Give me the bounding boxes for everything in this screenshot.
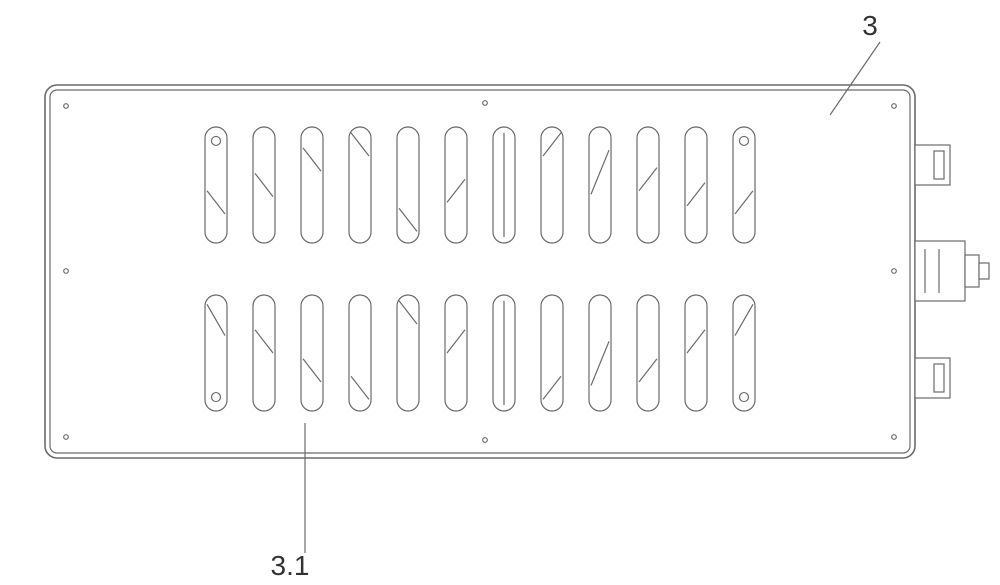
vent-bottom-slot-3-slash-0	[351, 376, 369, 399]
vent-top-slot-11	[733, 127, 755, 243]
vent-top-slot-9-slash-0	[639, 168, 657, 191]
vent-top-slot-0-slash-1	[207, 191, 225, 214]
center-connector-tip	[979, 263, 989, 279]
screw-hole-6	[483, 438, 488, 443]
vent-bottom-slot-3	[349, 295, 371, 411]
vent-bottom-slot-1-slash-0	[255, 330, 273, 353]
vent-bottom-slot-4-slash-0	[399, 301, 417, 324]
label-3: 3	[862, 10, 878, 41]
vent-top-slot-10-slash-0	[687, 183, 705, 206]
label-3.1: 3.1	[271, 550, 310, 581]
diagram-root: 33.1	[0, 0, 1000, 585]
leader-3	[830, 42, 880, 115]
screw-hole-7	[892, 435, 897, 440]
vent-bottom-slot-9	[637, 295, 659, 411]
vent-top-slot-1-slash-0	[255, 173, 273, 196]
side-port-1	[915, 358, 950, 398]
vent-top-slot-8-slash-0	[591, 150, 609, 194]
vent-top-slot-2	[301, 127, 323, 243]
vent-bottom-slot-8	[589, 295, 611, 411]
vent-bottom-slot-11-hub	[740, 393, 749, 402]
vent-bottom-slot-5-slash-0	[447, 330, 465, 353]
vent-top-slot-11-hub	[740, 136, 749, 145]
vent-bottom-slot-1	[253, 295, 275, 411]
enclosure-outer	[45, 85, 915, 458]
vent-bottom-slot-10-slash-0	[687, 330, 705, 353]
screw-hole-1	[483, 101, 488, 106]
screw-hole-5	[64, 435, 69, 440]
vent-top-slot-7-slash-0	[543, 133, 561, 156]
vent-bottom-slot-11	[733, 295, 755, 411]
enclosure-inner	[50, 90, 910, 453]
vent-top-slot-8	[589, 127, 611, 243]
vent-bottom-slot-0-slash-0	[207, 304, 225, 335]
vent-top-slot-0-hub	[212, 136, 221, 145]
center-connector-body	[915, 241, 965, 301]
vent-top-slot-5-slash-0	[447, 179, 465, 202]
technical-drawing: 33.1	[0, 0, 1000, 585]
vent-bottom-slot-7	[541, 295, 563, 411]
vent-bottom-slot-5	[445, 295, 467, 411]
vent-top-slot-2-slash-0	[303, 148, 321, 171]
vent-bottom-slot-0	[205, 295, 227, 411]
vent-top-slot-4-slash-0	[399, 208, 417, 231]
center-connector-neck	[965, 255, 979, 287]
screw-hole-0	[64, 104, 69, 109]
vent-bottom-slot-7-slash-0	[543, 376, 561, 399]
screw-hole-2	[892, 104, 897, 109]
vent-bottom-slot-2	[301, 295, 323, 411]
screw-hole-4	[892, 269, 897, 274]
vent-bottom-slot-11-slash-0	[735, 304, 753, 335]
vent-top-slot-3-slash-0	[351, 133, 369, 156]
vent-bottom-slot-9-slash-0	[639, 359, 657, 382]
vent-top-slot-11-slash-1	[735, 191, 753, 214]
vent-bottom-slot-10	[685, 295, 707, 411]
vent-bottom-slot-8-slash-0	[591, 341, 609, 385]
vent-top-slot-9	[637, 127, 659, 243]
screw-hole-3	[64, 269, 69, 274]
vent-bottom-slot-0-hub	[212, 393, 221, 402]
vent-top-slot-5	[445, 127, 467, 243]
vent-top-slot-4	[397, 127, 419, 243]
vent-bottom-slot-2-slash-0	[303, 359, 321, 382]
vent-top-slot-0	[205, 127, 227, 243]
side-port-0	[915, 145, 950, 185]
